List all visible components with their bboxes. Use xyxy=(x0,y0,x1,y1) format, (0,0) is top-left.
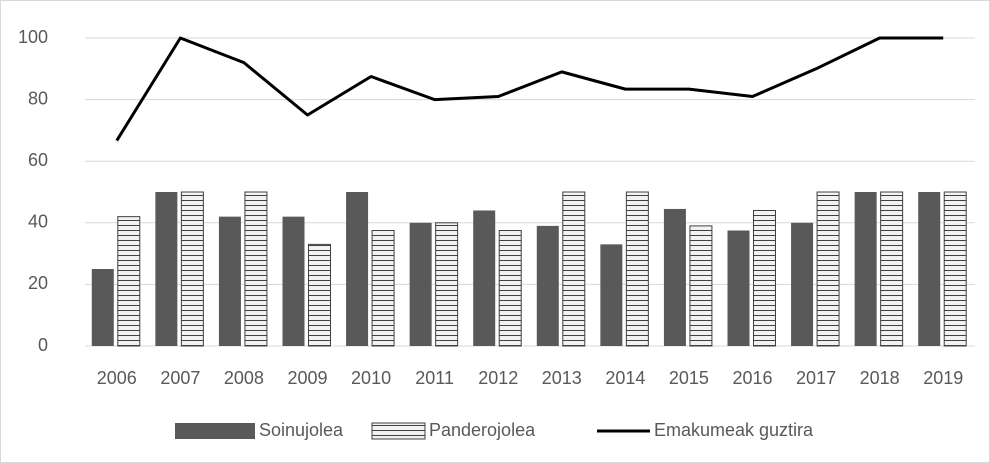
bar xyxy=(91,269,114,346)
bar xyxy=(562,191,586,347)
y-tick-label: 40 xyxy=(28,212,48,232)
legend-label: Soinujolea xyxy=(259,420,344,440)
bar xyxy=(308,243,331,347)
x-tick-label: 2013 xyxy=(542,368,582,388)
x-tick-label: 2018 xyxy=(860,368,900,388)
bar xyxy=(155,192,178,346)
x-tick-label: 2007 xyxy=(160,368,200,388)
bar xyxy=(854,192,877,346)
y-tick-label: 80 xyxy=(28,88,48,108)
x-tick-label: 2010 xyxy=(351,368,391,388)
bar xyxy=(625,191,649,347)
bar xyxy=(180,191,204,347)
x-tick-label: 2016 xyxy=(732,368,772,388)
x-tick-label: 2012 xyxy=(478,368,518,388)
bar xyxy=(943,191,967,347)
bar xyxy=(244,191,268,347)
legend-swatch xyxy=(371,422,426,440)
bar xyxy=(218,216,241,346)
bar xyxy=(753,209,776,347)
y-tick-label: 20 xyxy=(28,273,48,293)
bar xyxy=(346,192,369,346)
x-tick-label: 2014 xyxy=(605,368,645,388)
bar xyxy=(498,230,522,347)
bar xyxy=(663,208,686,346)
legend-label: Emakumeak guztira xyxy=(654,420,814,440)
x-tick-label: 2017 xyxy=(796,368,836,388)
bar xyxy=(435,222,459,347)
line xyxy=(115,36,944,142)
legend-label: Panderojolea xyxy=(429,420,536,440)
x-tick-label: 2011 xyxy=(415,368,454,388)
bar xyxy=(117,216,141,347)
bar xyxy=(816,191,840,347)
bar xyxy=(371,230,395,347)
bar xyxy=(600,244,623,346)
x-tick-label: 2009 xyxy=(287,368,327,388)
x-tick-label: 2008 xyxy=(224,368,264,388)
x-tick-label: 2006 xyxy=(97,368,137,388)
y-tick-label: 100 xyxy=(18,27,48,47)
x-tick-label: 2015 xyxy=(669,368,709,388)
legend-swatch xyxy=(175,423,255,439)
bar xyxy=(473,210,496,346)
bar xyxy=(689,225,713,347)
bar xyxy=(282,216,305,346)
bar xyxy=(880,191,904,347)
bar xyxy=(791,222,814,346)
y-tick-label: 60 xyxy=(28,150,48,170)
bar xyxy=(409,222,432,346)
y-tick-label: 0 xyxy=(38,335,48,355)
bar xyxy=(536,225,559,346)
bar xyxy=(918,192,941,346)
x-tick-label: 2019 xyxy=(923,368,963,388)
bar xyxy=(727,230,750,346)
